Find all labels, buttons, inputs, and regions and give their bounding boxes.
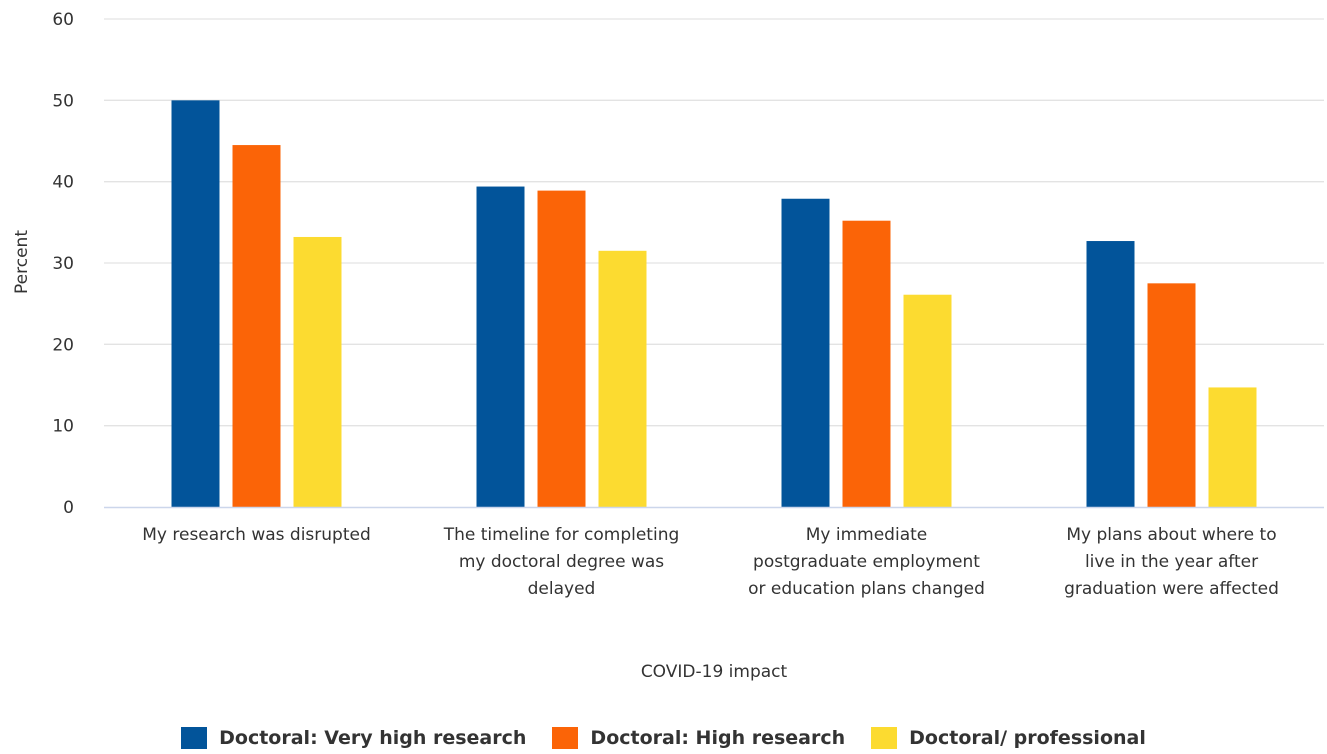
x-axis-category-labels: My research was disrupted The timeline fo… [142,525,1279,599]
y-tick-label: 30 [52,254,74,274]
bar: Doctoral/ professional: 14.7 [1208,387,1257,507]
bars: Doctoral: Very high research: 50Doctoral… [171,100,1257,508]
x-category-label: The timeline for completing my doctoral d… [443,525,680,599]
bar: Doctoral: High research: 38.9 [537,190,586,507]
legend-swatch [871,727,898,749]
y-tick-label: 40 [52,173,74,193]
bar: Doctoral: High research: 27.5 [1147,283,1196,507]
x-category-label: My research was disrupted [142,525,371,545]
legend-item[interactable]: Doctoral: High research [552,727,845,749]
y-tick-label: 50 [52,91,74,111]
bar: Doctoral: High research: 44.5 [232,145,281,508]
gridlines [104,18,1324,427]
legend-label: Doctoral/ professional [909,727,1146,749]
bar: Doctoral: Very high research: 50 [171,100,220,507]
legend-swatch [552,727,579,749]
bar: Doctoral/ professional: 33.2 [293,236,342,507]
bar: Doctoral/ professional: 26.1 [903,294,952,507]
legend: Doctoral: Very high research Doctoral: Hi… [0,722,1327,754]
bar: Doctoral: High research: 35.2 [842,220,891,507]
bar: Doctoral: Very high research: 39.4 [476,186,525,507]
legend-label: Doctoral: High research [590,727,846,749]
y-tick-label: 10 [52,417,74,437]
legend-item[interactable]: Doctoral/ professional [871,727,1146,749]
y-axis-title: Percent [12,230,32,294]
legend-item[interactable]: Doctoral: Very high research [181,727,526,749]
bar: Doctoral: Very high research: 32.7 [1086,241,1135,508]
legend-swatch [181,727,208,749]
y-axis-ticks: 0 10 20 30 40 50 60 [52,10,74,518]
legend-label: Doctoral: Very high research [219,727,527,749]
x-category-label: My plans about where to live in the year … [1064,525,1279,599]
y-tick-label: 20 [52,335,74,355]
x-category-label: My immediate postgraduate employment or ed… [748,525,985,599]
x-axis-title: COVID-19 impact [641,662,788,682]
y-tick-label: 60 [52,10,74,30]
bar: Doctoral/ professional: 31.5 [598,250,647,508]
bar: Doctoral: Very high research: 37.9 [781,198,830,507]
y-tick-label: 0 [63,498,74,518]
